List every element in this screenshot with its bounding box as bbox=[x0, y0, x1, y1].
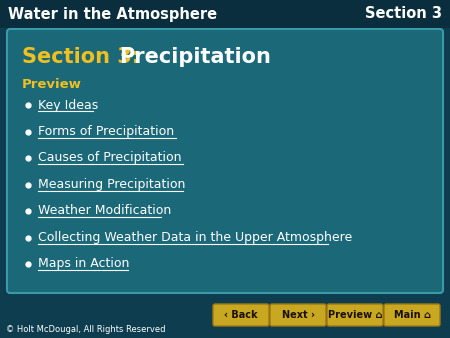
Text: Main ⌂: Main ⌂ bbox=[393, 310, 431, 320]
Text: Causes of Precipitation: Causes of Precipitation bbox=[38, 151, 181, 165]
Text: Preview: Preview bbox=[22, 77, 82, 91]
FancyBboxPatch shape bbox=[7, 29, 443, 293]
Text: Water in the Atmosphere: Water in the Atmosphere bbox=[8, 6, 217, 22]
Text: ‹ Back: ‹ Back bbox=[224, 310, 258, 320]
Text: © Holt McDougal, All Rights Reserved: © Holt McDougal, All Rights Reserved bbox=[6, 325, 166, 335]
FancyBboxPatch shape bbox=[384, 304, 440, 326]
Text: Measuring Precipitation: Measuring Precipitation bbox=[38, 178, 185, 191]
Text: Forms of Precipitation: Forms of Precipitation bbox=[38, 125, 174, 138]
Text: Maps in Action: Maps in Action bbox=[38, 258, 130, 270]
FancyBboxPatch shape bbox=[213, 304, 269, 326]
Text: Preview ⌂: Preview ⌂ bbox=[328, 310, 382, 320]
Text: Weather Modification: Weather Modification bbox=[38, 204, 171, 217]
Text: Collecting Weather Data in the Upper Atmosphere: Collecting Weather Data in the Upper Atm… bbox=[38, 231, 352, 244]
Text: Section 3: Section 3 bbox=[365, 6, 442, 22]
FancyBboxPatch shape bbox=[270, 304, 326, 326]
Text: Key Ideas: Key Ideas bbox=[38, 98, 98, 112]
Text: Section 3:: Section 3: bbox=[22, 47, 148, 67]
FancyBboxPatch shape bbox=[0, 0, 450, 28]
Text: Next ›: Next › bbox=[282, 310, 315, 320]
FancyBboxPatch shape bbox=[327, 304, 383, 326]
Text: Precipitation: Precipitation bbox=[119, 47, 271, 67]
